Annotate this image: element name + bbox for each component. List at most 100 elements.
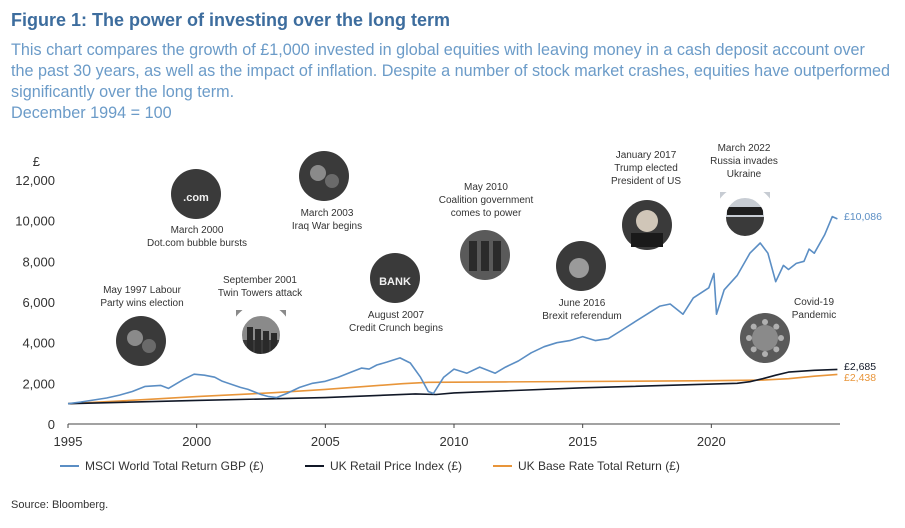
annotation-text: August 2007 — [368, 310, 425, 321]
photo-virus-spike — [746, 335, 752, 341]
legend-label: MSCI World Total Return GBP (£) — [85, 459, 264, 473]
legend-item: UK Retail Price Index (£) — [305, 459, 462, 473]
annotation-text: March 2000 — [171, 225, 224, 236]
photo-disc — [370, 253, 420, 303]
photo-face — [636, 210, 658, 232]
annotation-text: Coalition government — [439, 195, 534, 206]
legend: MSCI World Total Return GBP (£) UK Retail… — [60, 459, 680, 473]
annotation-text: Credit Crunch begins — [349, 323, 443, 334]
bank-sign-photo-icon: BANK — [370, 253, 420, 303]
photo-caption: .com — [183, 192, 209, 204]
y-tick-label: 0 — [48, 417, 55, 432]
photo-virus-spike — [750, 323, 757, 330]
legend-label: UK Base Rate Total Return (£) — [518, 459, 680, 473]
photo-figure — [127, 330, 143, 346]
x-tick-label: 2000 — [182, 434, 211, 449]
photo-caption: BANK — [379, 276, 411, 288]
axes: £0 2,000 4,000 6,000 8,000 10,000 12,000 1995 20… — [15, 154, 840, 449]
annotation-text: May 1997 Labour — [103, 285, 182, 296]
series-line-1 — [67, 368, 838, 405]
portrait-photo-icon — [556, 241, 606, 291]
dotcom-photo-icon: .com — [171, 169, 221, 219]
annotation-text: Iraq War begins — [292, 221, 362, 232]
x-tick-label: 2015 — [568, 434, 597, 449]
y-axis-unit: £ — [33, 154, 41, 169]
protest-photo-icon — [299, 151, 349, 201]
photo-tank — [727, 207, 763, 215]
annotation-text: June 2016 — [559, 298, 606, 309]
photo-virus-spike — [762, 351, 768, 357]
photo-figure — [493, 241, 501, 271]
y-tick-label: 2,000 — [22, 376, 55, 391]
annotation-text: January 2017 — [616, 150, 677, 161]
photo-disc — [171, 169, 221, 219]
annotation-text: Russia invades — [710, 156, 778, 167]
annotation-labels: May 1997 Labour Party wins election March … — [100, 143, 836, 334]
x-tick-label: 1995 — [54, 434, 83, 449]
figure-description: This chart compares the growth of £1,000… — [11, 40, 891, 124]
series-line-0 — [67, 215, 838, 405]
annotation-text: Covid-19 — [794, 297, 834, 308]
annotation-text: Dot.com bubble bursts — [147, 238, 247, 249]
description-text: This chart compares the growth of £1,000… — [11, 41, 891, 101]
y-tick-label: 6,000 — [22, 295, 55, 310]
annotation-text: President of US — [611, 176, 681, 187]
virus-photo-icon — [740, 313, 790, 363]
photo-virus-body — [752, 325, 778, 351]
end-value-label: £2,438 — [844, 372, 876, 384]
photo-figure — [325, 174, 339, 188]
photo-virus-spike — [773, 346, 780, 353]
annotation-text: May 2010 — [464, 182, 508, 193]
annotation-text: Pandemic — [792, 310, 836, 321]
legend-item: MSCI World Total Return GBP (£) — [60, 459, 264, 473]
annotation-text: comes to power — [451, 208, 522, 219]
photo-figure — [142, 339, 156, 353]
annotation-text: Brexit referendum — [542, 311, 621, 322]
photo-virus-spike — [778, 335, 784, 341]
photo-building — [247, 327, 253, 355]
annotation-text: Ukraine — [727, 169, 762, 180]
y-tick-label: 10,000 — [15, 214, 55, 229]
photo-suit — [631, 233, 663, 247]
x-tick-label: 2010 — [440, 434, 469, 449]
y-tick-label: 12,000 — [15, 173, 55, 188]
annotation-text: Party wins election — [100, 298, 183, 309]
photo-virus-spike — [750, 346, 757, 353]
x-tick-label: 2020 — [697, 434, 726, 449]
photo-figure — [310, 165, 326, 181]
photo-figure — [481, 241, 489, 271]
photo-virus-spike — [773, 323, 780, 330]
figure-title: Figure 1: The power of investing over th… — [11, 10, 451, 30]
annotation-text: March 2003 — [301, 208, 354, 219]
y-tick-label: 4,000 — [22, 336, 55, 351]
event-photos: .com BANK — [116, 151, 790, 366]
photo-virus-spike — [762, 319, 768, 325]
annotation-text: Trump elected — [614, 163, 678, 174]
photo-mask — [230, 304, 292, 366]
photo-building — [263, 331, 269, 359]
legend-item: UK Base Rate Total Return (£) — [493, 459, 680, 473]
end-value-label: £10,086 — [844, 211, 882, 223]
photo-figure — [469, 241, 477, 271]
legend-label: UK Retail Price Index (£) — [330, 459, 462, 473]
photo-building — [255, 329, 261, 357]
annotation-text: March 2022 — [718, 143, 771, 154]
end-value-label: £2,685 — [844, 361, 876, 373]
tanks-photo-icon — [714, 186, 776, 248]
annotation-text: Twin Towers attack — [218, 288, 303, 299]
politicians-photo-icon — [460, 230, 510, 280]
y-tick-label: 8,000 — [22, 254, 55, 269]
trump-photo-icon — [622, 200, 672, 250]
photo-face — [569, 258, 589, 278]
source-note: Source: Bloomberg. — [11, 499, 109, 511]
x-tick-label: 2005 — [311, 434, 340, 449]
crowd-photo-icon — [116, 316, 166, 366]
series-line-2 — [67, 373, 838, 405]
series-lines: £10,086 £2,685£2,438 — [67, 211, 882, 405]
annotation-text: September 2001 — [223, 275, 297, 286]
base-note: December 1994 = 100 — [11, 104, 172, 122]
photo-mask — [714, 186, 776, 248]
photo-building — [271, 333, 277, 361]
skyline-photo-icon — [230, 304, 292, 366]
